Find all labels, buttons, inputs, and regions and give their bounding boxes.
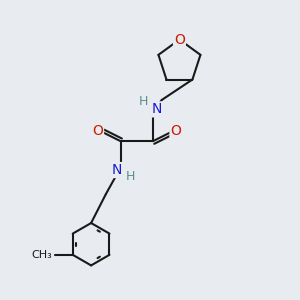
Text: O: O: [174, 33, 185, 46]
Text: CH₃: CH₃: [32, 250, 52, 260]
Text: O: O: [170, 124, 181, 138]
Text: H: H: [139, 95, 148, 108]
Text: N: N: [151, 102, 162, 116]
Text: N: N: [112, 163, 122, 177]
Text: O: O: [92, 124, 103, 138]
Text: H: H: [126, 170, 136, 183]
